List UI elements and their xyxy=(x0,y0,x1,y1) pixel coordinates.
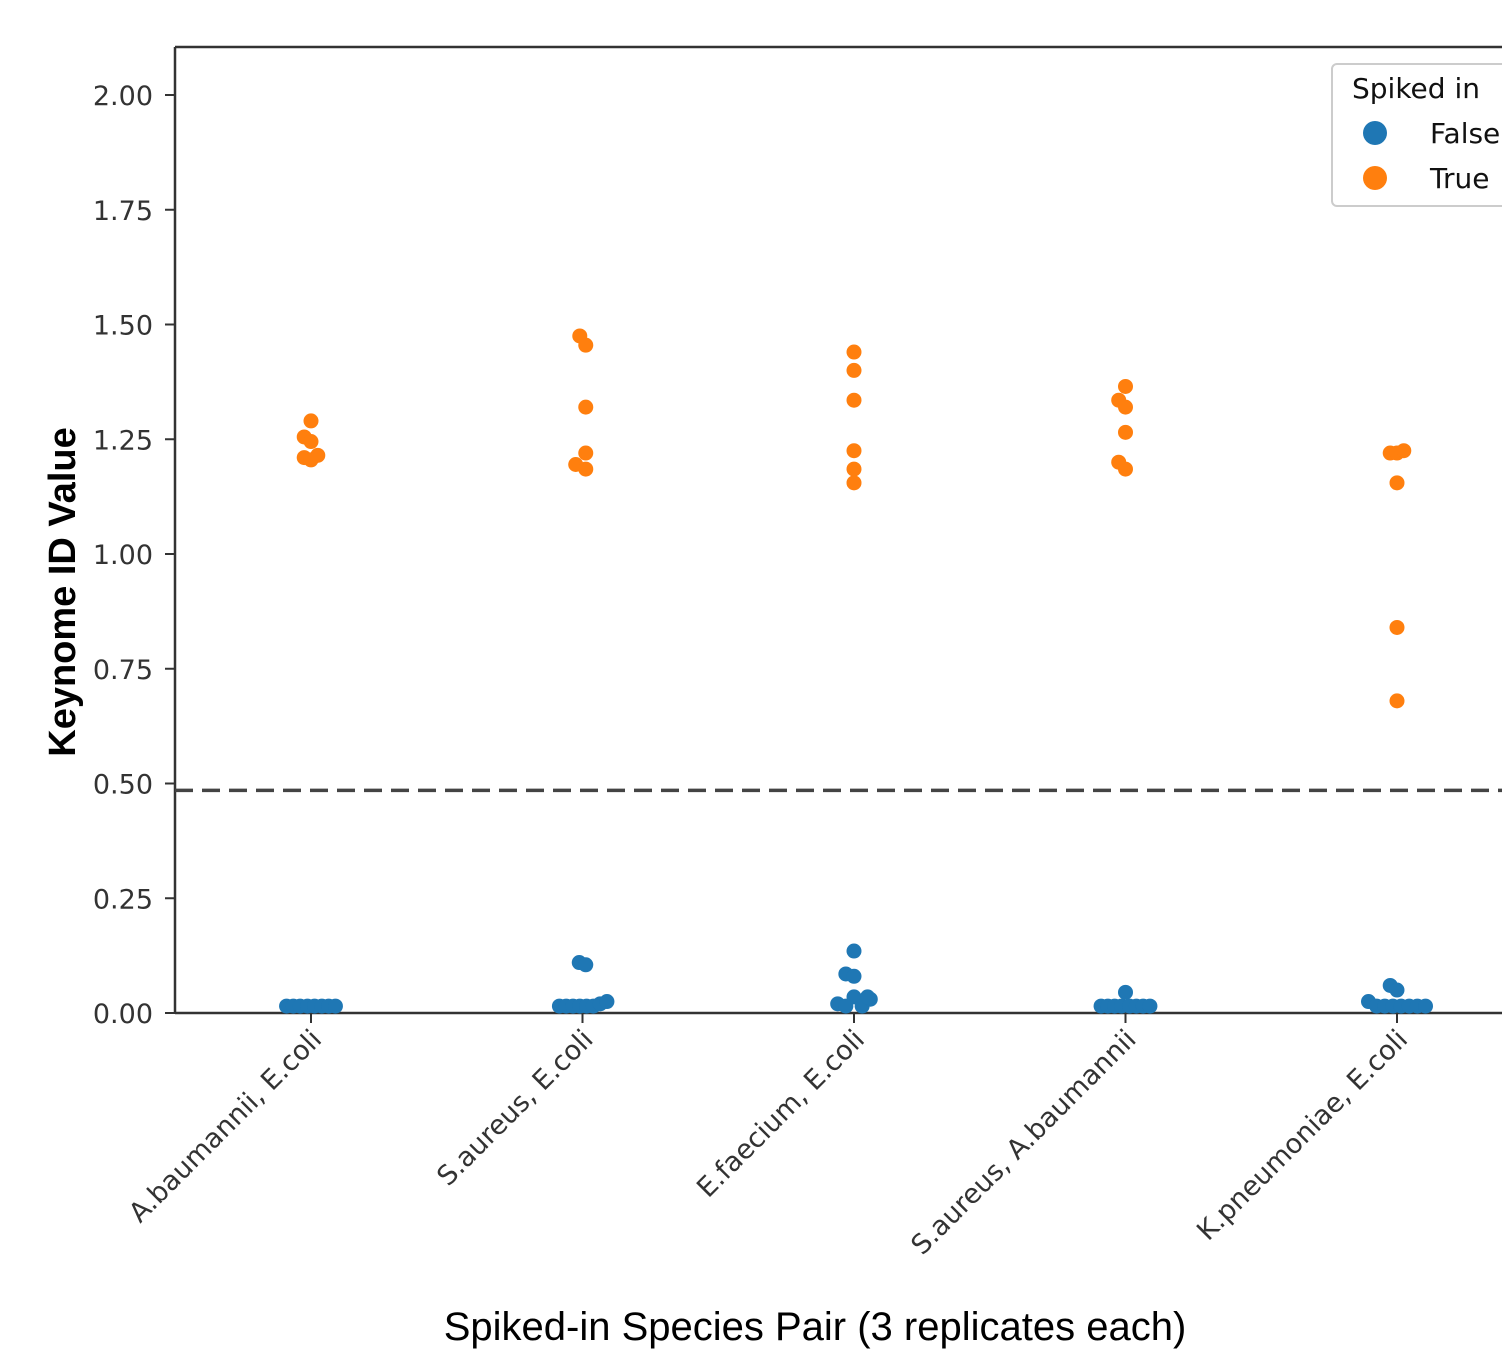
legend: Spiked in False True xyxy=(1331,63,1502,207)
data-point-true xyxy=(846,443,862,459)
data-point-true xyxy=(1118,424,1133,440)
data-point-false xyxy=(1118,984,1133,1000)
legend-marker-true xyxy=(1363,166,1387,190)
data-point-true xyxy=(1118,378,1133,394)
data-point-true xyxy=(846,475,862,491)
data-point-true xyxy=(578,461,594,477)
data-point-true xyxy=(303,413,319,429)
data-point-true xyxy=(303,434,319,450)
data-point-false xyxy=(860,989,876,1005)
data-point-true xyxy=(846,461,862,477)
legend-label-true: True xyxy=(1429,162,1489,195)
data-point-false xyxy=(1142,998,1158,1014)
data-point-false xyxy=(838,998,854,1014)
y-tick-label: 1.50 xyxy=(93,311,153,342)
y-ticks: 0.00 0.25 0.50 0.75 1.00 1.25 1.50 1.75 2.00 xyxy=(93,81,175,1030)
y-tick-label: 0.00 xyxy=(93,999,153,1030)
data-point-true xyxy=(846,344,862,360)
y-tick-label: 0.25 xyxy=(93,884,153,915)
data-point-false xyxy=(1389,982,1405,998)
data-point-false xyxy=(599,994,615,1010)
data-point-false xyxy=(846,943,862,959)
y-tick-label: 1.00 xyxy=(93,540,153,571)
data-points xyxy=(279,328,1434,1014)
data-point-true xyxy=(1389,619,1405,635)
data-point-false xyxy=(327,998,343,1014)
data-point-true xyxy=(578,445,594,461)
data-point-false xyxy=(846,968,862,984)
legend-marker-false xyxy=(1363,121,1387,145)
y-tick-label: 0.50 xyxy=(93,770,153,801)
data-point-true xyxy=(846,392,862,408)
y-axis-title: Keynome ID Value xyxy=(42,427,84,756)
y-tick-label: 1.75 xyxy=(93,196,153,227)
y-tick-label: 0.75 xyxy=(93,655,153,686)
data-point-false xyxy=(1418,998,1434,1014)
y-tick-label: 1.25 xyxy=(93,425,153,456)
data-point-true xyxy=(1396,443,1412,459)
data-point-true xyxy=(1389,693,1405,709)
data-point-true xyxy=(1118,461,1133,477)
data-point-true xyxy=(1389,475,1405,491)
legend-title: Spiked in xyxy=(1352,72,1480,105)
data-point-true xyxy=(578,399,594,415)
data-point-true xyxy=(1118,399,1133,415)
x-axis-title: Spiked-in Species Pair (3 replicates eac… xyxy=(444,1305,1187,1349)
data-point-false xyxy=(578,957,594,973)
legend-label-false: False xyxy=(1430,117,1500,150)
data-point-true xyxy=(310,447,326,463)
y-tick-label: 2.00 xyxy=(93,81,153,112)
data-point-true xyxy=(578,337,594,353)
data-point-true xyxy=(846,362,862,378)
